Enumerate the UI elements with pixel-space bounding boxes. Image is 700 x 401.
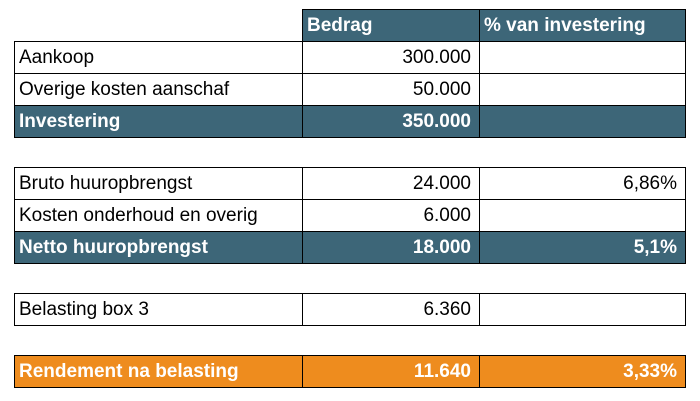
cell-percentage[interactable]: 6,86% (479, 167, 686, 200)
cell-label[interactable]: Netto huuropbrengst (14, 231, 303, 264)
cell-amount[interactable]: 350.000 (302, 105, 480, 138)
cell-percentage[interactable] (479, 105, 686, 138)
header-cell-label[interactable] (14, 9, 303, 42)
cell-percentage[interactable]: 3,33% (479, 355, 686, 388)
cell-percentage[interactable] (479, 293, 686, 326)
cell-amount[interactable]: 6.360 (302, 293, 480, 326)
table-row-aankoop: Aankoop 300.000 (14, 41, 686, 74)
cell-label[interactable]: Aankoop (14, 41, 303, 74)
total-row-netto-huuropbrengst: Netto huuropbrengst 18.000 5,1% (14, 231, 686, 264)
cell-amount[interactable]: 50.000 (302, 73, 480, 106)
header-cell-amount[interactable]: Bedrag (302, 9, 480, 42)
spacer-row (15, 138, 686, 168)
cell-amount[interactable]: 11.640 (302, 355, 480, 388)
cell-label[interactable]: Overige kosten aanschaf (14, 73, 303, 106)
table-row-overige-kosten: Overige kosten aanschaf 50.000 (14, 73, 686, 106)
table-row-kosten-onderhoud: Kosten onderhoud en overig 6.000 (14, 199, 686, 232)
cell-amount[interactable]: 18.000 (302, 231, 480, 264)
total-row-rendement: Rendement na belasting 11.640 3,33% (14, 355, 686, 388)
cell-percentage[interactable]: 5,1% (479, 231, 686, 264)
cell-label[interactable]: Rendement na belasting (14, 355, 303, 388)
cell-label[interactable]: Kosten onderhoud en overig (14, 199, 303, 232)
cell-percentage[interactable] (479, 199, 686, 232)
cell-percentage[interactable] (479, 73, 686, 106)
table-row-bruto-huuropbrengst: Bruto huuropbrengst 24.000 6,86% (14, 167, 686, 200)
table-row-belasting-box-3: Belasting box 3 6.360 (14, 293, 686, 326)
total-row-investering: Investering 350.000 (14, 105, 686, 138)
header-cell-percentage[interactable]: % van investering (479, 9, 686, 42)
spacer-row (15, 264, 686, 294)
cell-amount[interactable]: 24.000 (302, 167, 480, 200)
cell-label[interactable]: Investering (14, 105, 303, 138)
header-row: Bedrag % van investering (14, 9, 686, 42)
cell-amount[interactable]: 300.000 (302, 41, 480, 74)
cell-amount[interactable]: 6.000 (302, 199, 480, 232)
spacer-row (15, 326, 686, 356)
cell-percentage[interactable] (479, 41, 686, 74)
cell-label[interactable]: Belasting box 3 (14, 293, 303, 326)
investment-return-table: Bedrag % van investering Aankoop 300.000… (14, 9, 686, 388)
cell-label[interactable]: Bruto huuropbrengst (14, 167, 303, 200)
